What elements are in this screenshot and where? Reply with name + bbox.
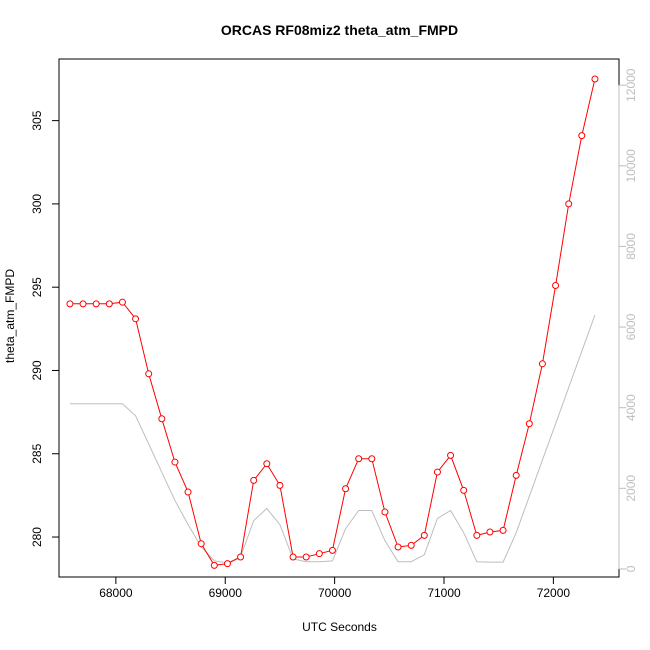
x-axis-label: UTC Seconds	[302, 620, 377, 634]
data-point	[315, 550, 323, 558]
data-point	[381, 508, 389, 516]
data-point	[66, 300, 74, 308]
data-point	[433, 468, 441, 476]
y-tick-label: 290	[30, 360, 44, 380]
data-point	[92, 300, 100, 308]
y-tick-label: 285	[30, 443, 44, 463]
data-point	[171, 458, 179, 466]
y-right-tick-label: 6000	[624, 313, 638, 340]
data-point	[538, 360, 546, 368]
data-point	[197, 540, 205, 548]
data-point	[223, 560, 231, 568]
data-point	[302, 553, 310, 561]
data-point	[79, 300, 87, 308]
data-point	[591, 75, 599, 83]
x-axis: 68000 69000 70000 71000 72000	[99, 576, 571, 600]
y-axis-left: 280 285 290 295 300 305	[30, 110, 60, 547]
series-left-axis	[66, 75, 599, 569]
x-tick-label: 71000	[427, 586, 461, 600]
data-point	[407, 541, 415, 549]
right-axis-series-line	[69, 314, 596, 564]
data-point	[355, 455, 363, 463]
data-point	[499, 526, 507, 534]
data-point	[237, 553, 245, 561]
data-point	[250, 476, 258, 484]
data-point	[184, 488, 192, 496]
data-point	[394, 543, 402, 551]
y-right-tick-label: 2000	[624, 475, 638, 502]
x-tick-label: 68000	[99, 586, 133, 600]
y-tick-label: 295	[30, 277, 44, 297]
data-point	[578, 132, 586, 140]
y-axis-right: 0 2000 4000 6000 8000 10000 12000	[618, 68, 638, 572]
plot-frame	[58, 58, 620, 578]
data-point	[368, 455, 376, 463]
y-right-tick-label: 8000	[624, 233, 638, 260]
left-axis-series-line	[69, 78, 596, 566]
data-point	[263, 460, 271, 468]
data-point	[118, 298, 126, 306]
y-right-tick-label: 12000	[624, 68, 638, 102]
data-point	[460, 486, 468, 494]
data-point	[565, 200, 573, 208]
data-point	[420, 531, 428, 539]
x-tick-label: 72000	[537, 586, 571, 600]
data-point	[486, 528, 494, 536]
x-tick-label: 70000	[318, 586, 352, 600]
y-right-tick-label: 0	[624, 565, 638, 572]
data-point	[525, 420, 533, 428]
y-right-tick-label: 4000	[624, 394, 638, 421]
x-tick-label: 69000	[209, 586, 243, 600]
y-axis-label: theta_atm_FMPD	[3, 269, 17, 363]
data-point	[552, 282, 560, 290]
data-point	[132, 315, 140, 323]
data-point	[342, 485, 350, 493]
data-point	[512, 471, 520, 479]
y-tick-label: 280	[30, 527, 44, 547]
y-right-tick-label: 10000	[624, 149, 638, 183]
series-right-axis	[69, 314, 596, 564]
chart-title: ORCAS RF08miz2 theta_atm_FMPD	[221, 22, 458, 38]
data-point	[158, 415, 166, 423]
data-point	[473, 531, 481, 539]
data-point	[328, 546, 336, 554]
y-tick-label: 305	[30, 110, 44, 130]
data-point	[289, 553, 297, 561]
data-point	[447, 451, 455, 459]
data-point	[210, 561, 218, 569]
data-point	[105, 300, 113, 308]
y-tick-label: 300	[30, 194, 44, 214]
data-point	[145, 370, 153, 378]
data-point	[276, 481, 284, 489]
